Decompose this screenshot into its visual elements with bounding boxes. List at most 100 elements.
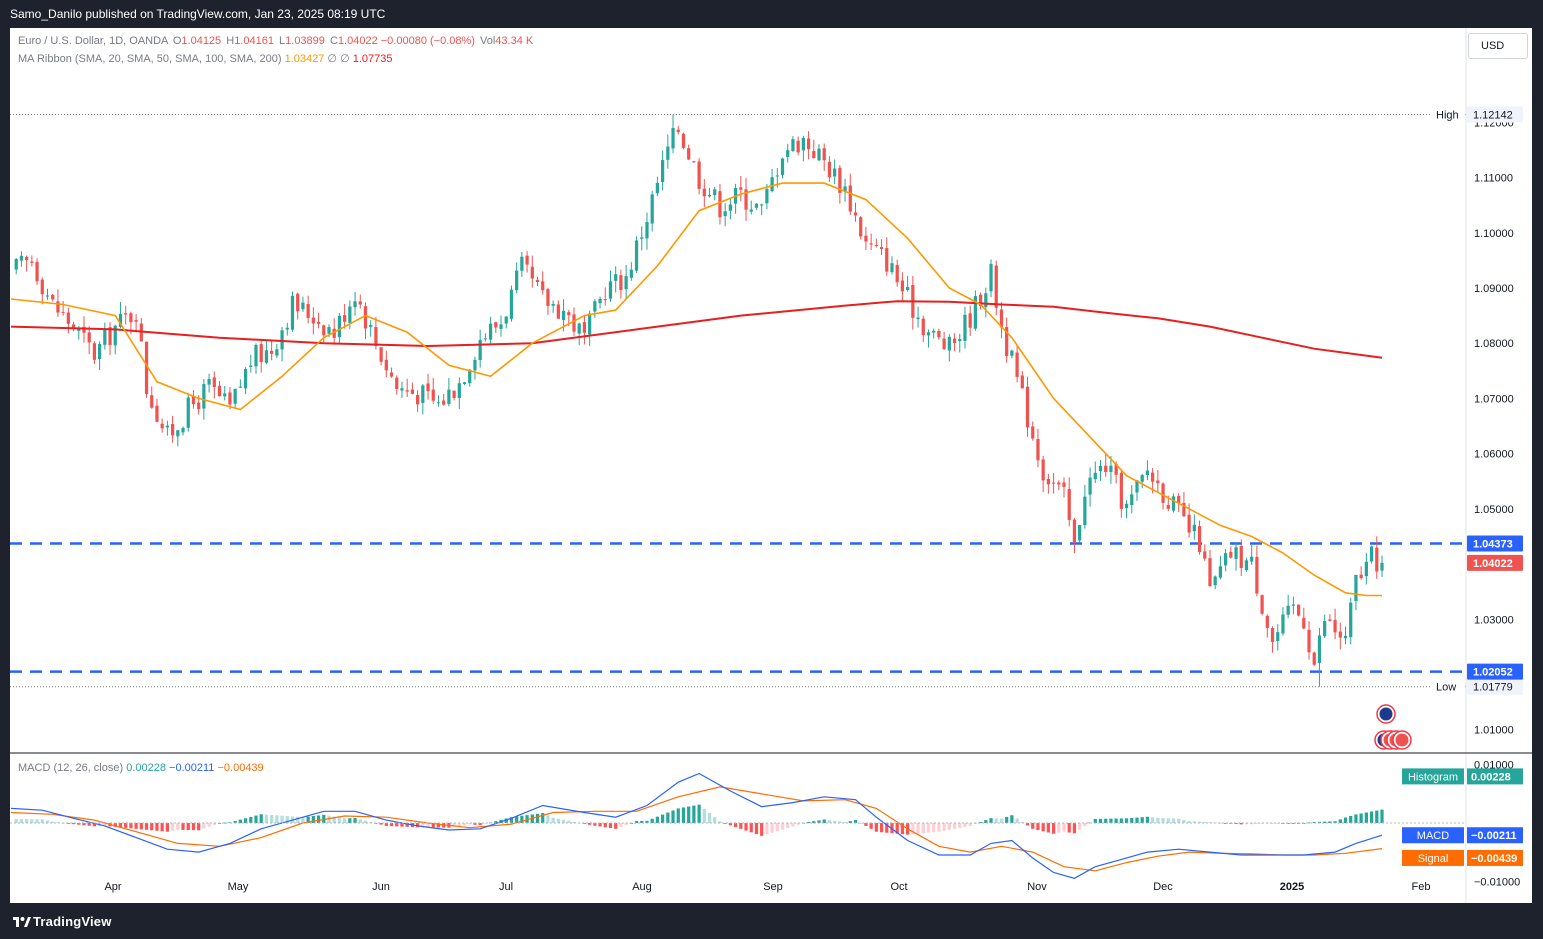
candle[interactable] — [1062, 477, 1066, 498]
candle[interactable] — [754, 203, 759, 210]
macd-histogram-bar[interactable] — [343, 818, 347, 823]
candle[interactable] — [1119, 471, 1123, 518]
candle[interactable] — [843, 178, 847, 202]
candle[interactable] — [895, 259, 899, 287]
candle[interactable] — [410, 382, 415, 395]
macd-histogram-bar[interactable] — [254, 815, 258, 823]
candle[interactable] — [71, 321, 76, 332]
candle[interactable] — [306, 295, 310, 324]
candle[interactable] — [1328, 614, 1332, 622]
candle[interactable] — [660, 150, 665, 191]
macd-histogram-bar[interactable] — [296, 816, 300, 823]
macd-histogram-bar[interactable] — [395, 823, 399, 827]
macd-histogram-bar[interactable] — [468, 823, 472, 825]
candle[interactable] — [926, 329, 931, 348]
macd-histogram-bar[interactable] — [791, 823, 795, 827]
macd-histogram-bar[interactable] — [937, 823, 941, 832]
candle[interactable] — [812, 139, 816, 159]
candle[interactable] — [968, 305, 972, 336]
candle[interactable] — [535, 276, 540, 287]
candle[interactable] — [869, 233, 873, 250]
candle[interactable] — [45, 288, 50, 300]
candle[interactable] — [796, 136, 800, 156]
macd-histogram-bar[interactable] — [916, 823, 920, 834]
macd-histogram-bar[interactable] — [124, 823, 128, 828]
macd-histogram-bar[interactable] — [165, 823, 170, 832]
macd-histogram-bar[interactable] — [207, 823, 211, 827]
macd-histogram-bar[interactable] — [874, 823, 878, 832]
macd-histogram-bar[interactable] — [369, 821, 373, 823]
currency-button[interactable]: USD — [1468, 33, 1528, 59]
candle[interactable] — [942, 331, 946, 351]
candle[interactable] — [801, 135, 805, 162]
candle[interactable] — [1005, 317, 1009, 363]
candle[interactable] — [462, 381, 467, 386]
candle[interactable] — [134, 314, 138, 332]
macd-histogram-bar[interactable] — [1166, 818, 1170, 823]
macd-histogram-bar[interactable] — [1349, 815, 1353, 823]
candle[interactable] — [989, 259, 993, 298]
candle[interactable] — [687, 144, 691, 161]
macd-histogram-bar[interactable] — [1130, 817, 1134, 823]
macd-histogram-bar[interactable] — [1218, 822, 1223, 824]
macd-histogram-bar[interactable] — [1119, 818, 1123, 823]
candle[interactable] — [728, 198, 732, 220]
candle[interactable] — [1312, 651, 1316, 667]
lower-level-badge[interactable]: 1.02052 — [1467, 663, 1523, 680]
candle[interactable] — [551, 300, 555, 313]
macd-histogram-bar[interactable] — [1234, 823, 1238, 824]
candle[interactable] — [87, 326, 91, 355]
candle[interactable] — [165, 420, 170, 436]
macd-histogram-bar[interactable] — [1208, 822, 1212, 824]
macd-histogram-bar[interactable] — [144, 823, 149, 830]
macd-histogram-bar[interactable] — [546, 815, 550, 823]
macd-histogram-bar[interactable] — [311, 816, 315, 823]
candle[interactable] — [369, 320, 373, 337]
macd-histogram-bar[interactable] — [1192, 821, 1196, 823]
macd-histogram-bar[interactable] — [1062, 823, 1066, 832]
macd-histogram-bar[interactable] — [556, 818, 560, 823]
candle[interactable] — [786, 144, 790, 163]
macd-histogram-bar[interactable] — [582, 823, 587, 824]
macd-histogram-bar[interactable] — [306, 816, 310, 823]
candle[interactable] — [1140, 473, 1144, 489]
macd-histogram-bar[interactable] — [1177, 818, 1181, 823]
candle[interactable] — [494, 321, 498, 333]
macd-histogram-bar[interactable] — [228, 822, 232, 824]
macd-histogram-bar[interactable] — [640, 820, 644, 823]
macd-histogram-bar[interactable] — [1104, 818, 1108, 823]
macd-histogram-bar[interactable] — [1203, 821, 1207, 823]
macd-histogram-bar[interactable] — [1187, 821, 1191, 823]
macd-histogram-bar[interactable] — [541, 813, 545, 823]
candle[interactable] — [1192, 514, 1196, 540]
macd-histogram-bar[interactable] — [780, 823, 785, 830]
macd-histogram-bar[interactable] — [765, 823, 769, 835]
macd-histogram-bar[interactable] — [452, 823, 456, 827]
candle[interactable] — [1182, 491, 1186, 517]
macd-histogram-bar[interactable] — [1140, 817, 1144, 823]
candle[interactable] — [1025, 376, 1030, 437]
chart-canvas[interactable]: 1.12000 1.11000 1.10000 1.09000 1.08000 1.070… — [10, 28, 1532, 903]
candle[interactable] — [181, 426, 185, 436]
last-price-badge[interactable]: 1.04022 — [1467, 554, 1523, 571]
macd-histogram-bar[interactable] — [337, 817, 342, 823]
macd-histogram-bar[interactable] — [567, 820, 571, 823]
macd-histogram-bar[interactable] — [525, 815, 529, 823]
macd-histogram-bar[interactable] — [535, 813, 540, 823]
candle[interactable] — [30, 255, 34, 267]
macd-histogram-bar[interactable] — [160, 823, 164, 832]
candle[interactable] — [765, 183, 769, 210]
candle[interactable] — [1109, 456, 1113, 484]
macd-histogram-bar[interactable] — [478, 823, 482, 826]
candle[interactable] — [999, 302, 1004, 339]
macd-histogram-bar[interactable] — [25, 819, 29, 823]
candle[interactable] — [1250, 544, 1254, 566]
candle[interactable] — [473, 356, 477, 380]
macd-histogram-bar[interactable] — [155, 823, 159, 831]
macd-histogram-bar[interactable] — [233, 820, 237, 823]
candle[interactable] — [697, 158, 701, 195]
candle[interactable] — [1281, 607, 1285, 636]
candle[interactable] — [98, 341, 102, 371]
macd-histogram-bar[interactable] — [1244, 823, 1249, 825]
candle[interactable] — [1093, 461, 1097, 483]
